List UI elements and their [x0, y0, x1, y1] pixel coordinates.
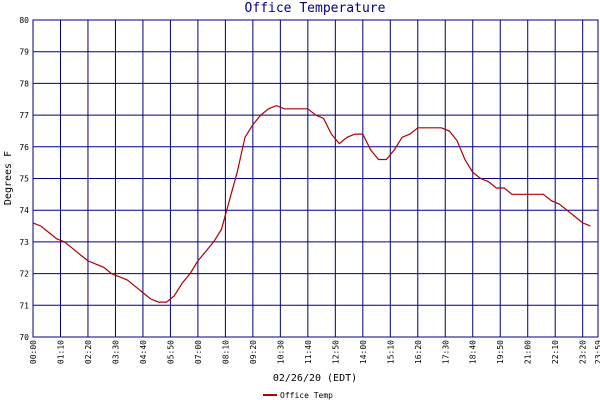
y-axis-label: Degrees F	[3, 151, 14, 205]
y-tick-label: 78	[19, 79, 29, 88]
x-axis-label: 02/26/20 (EDT)	[273, 373, 357, 384]
y-tick-label: 79	[19, 48, 29, 57]
x-tick-label: 22:10	[551, 340, 560, 364]
y-tick-label: 76	[19, 143, 29, 152]
x-tick-label: 00:00	[29, 340, 38, 364]
x-tick-label: 10:30	[276, 340, 285, 364]
legend-label: Office Temp	[280, 391, 333, 400]
x-tick-label: 16:20	[414, 340, 423, 364]
y-tick-label: 80	[19, 16, 29, 25]
x-tick-label: 23:20	[579, 340, 588, 364]
plot-border	[32, 19, 599, 338]
y-tick-label: 74	[19, 206, 29, 215]
x-tick-label: 11:40	[304, 340, 313, 364]
y-tick-label: 70	[19, 333, 29, 342]
x-tick-label: 02:20	[84, 340, 93, 364]
data-line	[32, 104, 591, 303]
x-tick-label: 17:30	[441, 340, 450, 364]
x-tick-label: 18:40	[469, 340, 478, 364]
x-tick-label: 04:40	[139, 340, 148, 364]
y-tick-label: 75	[19, 175, 29, 184]
x-tick-label: 08:10	[221, 340, 230, 364]
x-tick-label: 19:50	[496, 340, 505, 364]
x-tick-label: 01:10	[56, 340, 65, 364]
y-tick-label: 73	[19, 238, 29, 247]
chart-title: Office Temperature	[245, 1, 386, 16]
x-tick-label: 07:00	[194, 340, 203, 364]
x-tick-label: 14:00	[359, 340, 368, 364]
y-tick-label: 77	[19, 111, 29, 120]
x-tick-label: 21:00	[524, 340, 533, 364]
y-tick-label: 72	[19, 270, 29, 279]
x-tick-label: 03:30	[111, 340, 120, 364]
x-tick-label: 23:59	[594, 340, 600, 364]
y-tick-label: 71	[19, 301, 29, 310]
x-tick-label: 09:20	[249, 340, 258, 364]
x-tick-label: 12:50	[331, 340, 340, 364]
x-tick-label: 05:50	[166, 340, 175, 364]
x-tick-label: 15:10	[386, 340, 395, 364]
